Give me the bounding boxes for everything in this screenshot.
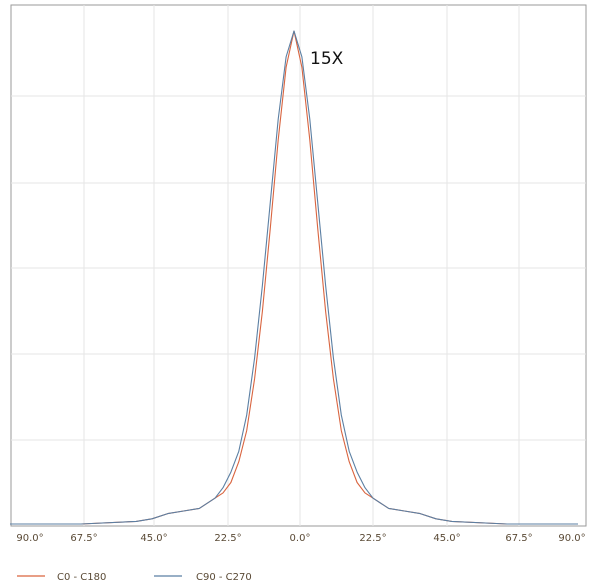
x-tick-label: 22.5° xyxy=(214,533,241,544)
x-tick-label: 45.0° xyxy=(433,533,460,544)
x-tick-label: 90.0° xyxy=(16,533,43,544)
x-tick-labels: 90.0° 67.5° 45.0° 22.5° 0.0° 22.5° 45.0° 67.5° 9… xyxy=(16,533,585,544)
x-tick-label: 45.0° xyxy=(140,533,167,544)
legend-label-2: C90 - C270 xyxy=(196,572,252,583)
x-tick-label: 22.5° xyxy=(359,533,386,544)
peak-annotation: 15X xyxy=(310,49,344,69)
x-tick-label: 67.5° xyxy=(70,533,97,544)
legend: C0 - C180 C90 - C270 xyxy=(17,572,252,583)
x-tick-label: 90.0° xyxy=(558,533,585,544)
series-line-2 xyxy=(10,30,578,525)
legend-label-1: C0 - C180 xyxy=(57,572,106,583)
x-tick-label: 67.5° xyxy=(505,533,532,544)
series-group xyxy=(10,30,578,525)
grid xyxy=(11,5,586,526)
x-tick-label: 0.0° xyxy=(290,533,311,544)
plot-frame xyxy=(10,4,587,527)
